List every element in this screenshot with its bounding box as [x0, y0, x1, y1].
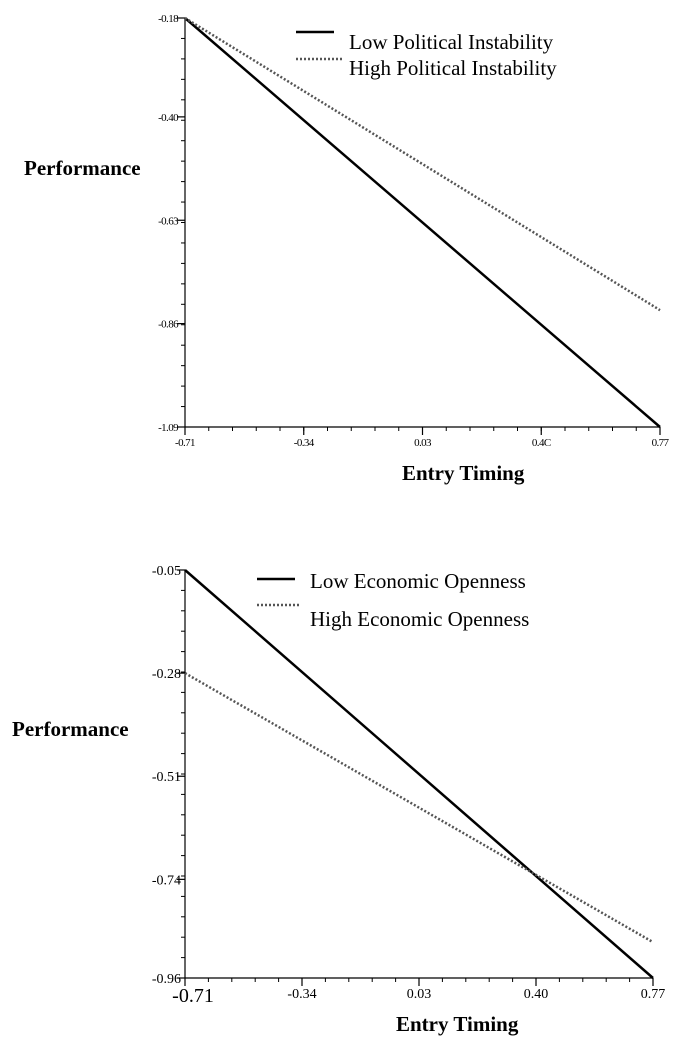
chart1-x-tick-label: 0.77	[652, 437, 670, 449]
chart2-x-tick-label: -0.34	[287, 987, 316, 1002]
chart1-y-tick-label: -1.09	[158, 422, 179, 434]
economic-openness-chart: Performance Entry Timing Low Economic Op…	[12, 564, 665, 1036]
chart2-y-axis-title: Performance	[12, 717, 129, 741]
chart2-series-high-line	[184, 672, 654, 944]
chart2-legend-label-high: High Economic Openness	[310, 607, 529, 631]
chart1-y-tick-label: -0.18	[158, 13, 179, 25]
chart2-x-tick-label: 0.77	[641, 987, 666, 1002]
chart1-legend-label-low: Low Political Instability	[349, 30, 554, 54]
chart1-x-axis-title: Entry Timing	[402, 461, 525, 485]
chart1-x-tick-label: -0.34	[294, 437, 315, 449]
chart1-x-tick-label: 0.4C	[532, 437, 551, 449]
chart1-y-tick-label: -0.63	[158, 215, 179, 227]
chart1-x-tick-label: 0.03	[414, 437, 432, 449]
chart1-y-tick-label: -0.40	[158, 112, 179, 124]
chart2-y-tick-label: -0.05	[152, 564, 181, 579]
chart2-y-tick-label: -0.28	[152, 667, 181, 682]
chart2-x-tick-label: 0.40	[524, 987, 549, 1002]
chart1-series-low-line	[184, 17, 661, 428]
chart2-x-axis-title: Entry Timing	[396, 1012, 519, 1036]
chart2-y-tick-label: -0.74	[152, 873, 181, 888]
chart2-y-tick-label: -0.51	[152, 770, 181, 785]
chart1-legend-label-high: High Political Instability	[349, 56, 557, 80]
chart1-series-high-line	[184, 16, 661, 312]
chart2-legend: Low Economic Openness High Economic Open…	[257, 569, 529, 631]
chart1-legend: Low Political Instability High Political…	[296, 30, 557, 80]
political-instability-chart: Performance Entry Timing Low Political I…	[24, 13, 670, 485]
chart1-x-tick-label: -0.71	[175, 437, 195, 449]
chart2-x-tick-label: -0.71	[172, 985, 214, 1007]
chart2-legend-label-low: Low Economic Openness	[310, 569, 526, 593]
chart1-y-axis-title: Performance	[24, 156, 141, 180]
chart2-x-tick-label: 0.03	[407, 987, 432, 1002]
chart2-y-tick-label: -0.96	[152, 972, 181, 987]
chart2-series-low-line	[184, 569, 654, 979]
chart1-y-tick-label: -0.86	[158, 319, 179, 331]
